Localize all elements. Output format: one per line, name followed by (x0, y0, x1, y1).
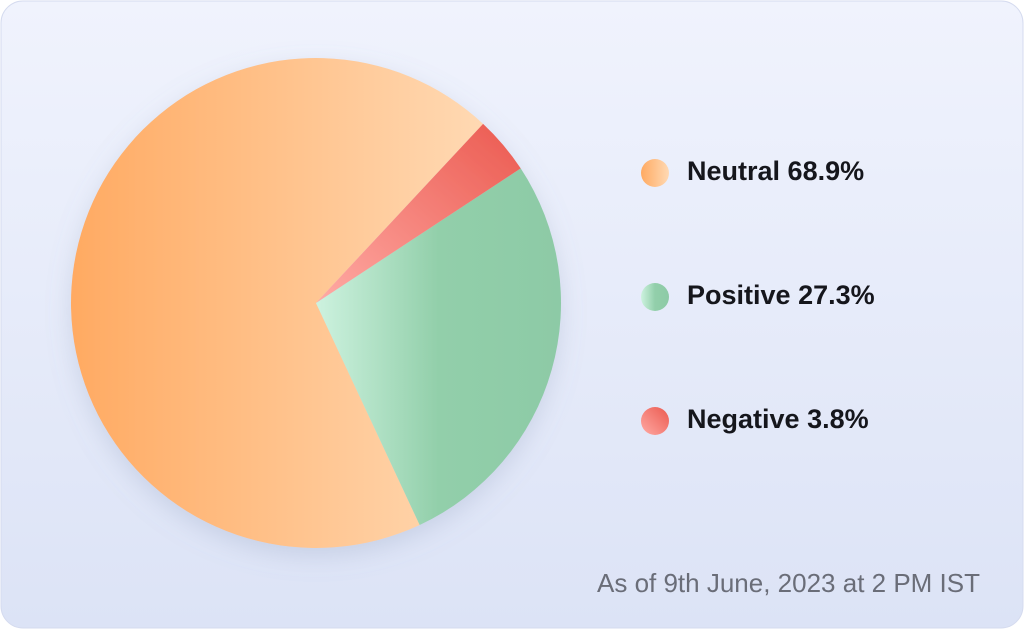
legend-name: Positive (687, 280, 791, 310)
legend-name: Neutral (687, 156, 780, 186)
legend-value: 68.9% (788, 156, 865, 186)
footnote: As of 9th June, 2023 at 2 PM IST (597, 568, 980, 598)
pie (70, 57, 561, 549)
legend-name: Negative (687, 404, 800, 434)
pie-slice (70, 57, 484, 549)
legend-swatch (641, 159, 669, 187)
pie-slice (316, 168, 561, 525)
legend-label: Positive 27.3% (687, 280, 875, 310)
pie-slice (316, 123, 521, 303)
legend-label: Neutral 68.9% (687, 156, 864, 186)
legend-label: Negative 3.8% (687, 404, 869, 434)
legend-swatch (641, 407, 669, 435)
legend-swatch (641, 283, 669, 311)
legend-value: 3.8% (807, 404, 869, 434)
legend-value: 27.3% (798, 280, 875, 310)
